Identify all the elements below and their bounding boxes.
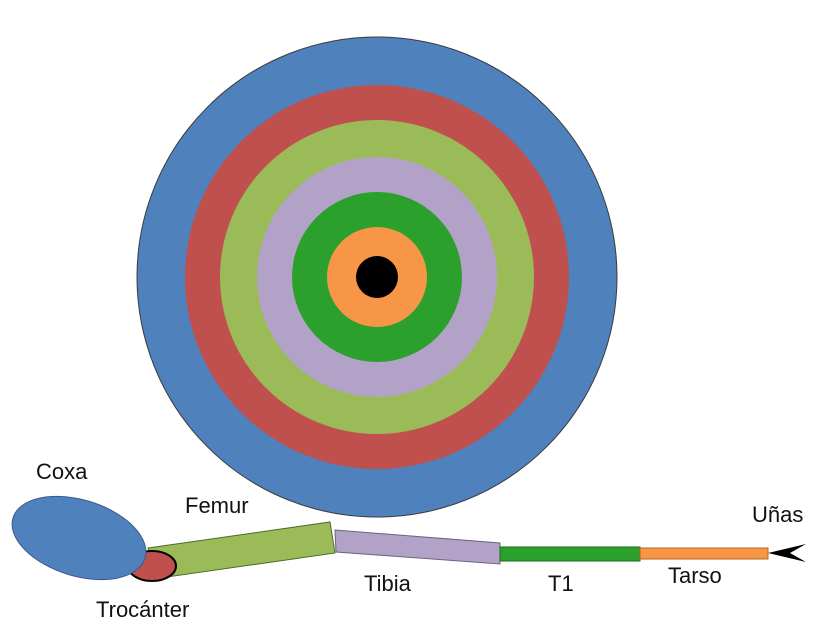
tibia-segment [334, 529, 501, 565]
label-femur: Femur [185, 493, 249, 518]
label-tarso: Tarso [668, 563, 722, 588]
t1-segment [499, 546, 641, 562]
segment-labels: Coxa Femur Trocánter Tibia T1 Tarso Uñas [36, 459, 803, 622]
label-trocanter: Trocánter [96, 597, 189, 622]
label-unas: Uñas [752, 502, 803, 527]
ring-unas [356, 256, 398, 298]
leg-schematic [11, 495, 806, 582]
concentric-rings [136, 36, 618, 518]
tarso-segment [639, 547, 769, 560]
unas-claws [768, 544, 806, 562]
label-coxa: Coxa [36, 459, 88, 484]
coxa-segment [11, 495, 147, 581]
label-t1: T1 [548, 571, 574, 596]
label-tibia: Tibia [364, 571, 412, 596]
